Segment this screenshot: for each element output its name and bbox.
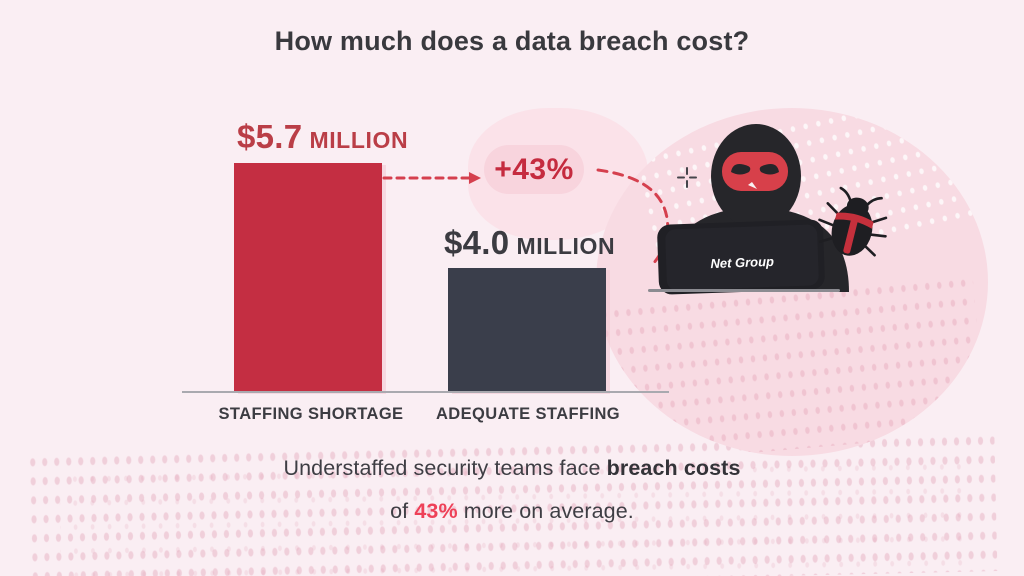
- hacker-left-eye: [731, 164, 751, 175]
- hacker-right-eye: [759, 164, 779, 175]
- x-axis-line: [182, 391, 669, 393]
- laptop-panel: [665, 224, 819, 291]
- caption-text: Understaffed security teams face: [283, 456, 607, 480]
- hacker-illustration: Net Group: [648, 124, 888, 295]
- category-label-adequate-staffing: ADEQUATE STAFFING: [435, 405, 620, 423]
- value-suffix: MILLION: [309, 127, 409, 153]
- caption-line-2: of 43% more on average.: [0, 499, 1024, 524]
- value-number: $5.7: [237, 118, 303, 155]
- circle-pink-dots-texture: [597, 272, 987, 456]
- hacker-mask: [722, 152, 788, 191]
- caption-highlight-percent: 43%: [414, 499, 458, 523]
- caption-line-1: Understaffed security teams face breach …: [0, 456, 1024, 481]
- hacker-mouth: [748, 182, 757, 189]
- value-label-adequate-staffing: $4.0 MILLION: [444, 224, 615, 262]
- caption-bold-text: breach costs: [606, 456, 741, 480]
- caption-text: of: [390, 499, 415, 523]
- value-label-staffing-shortage: $5.7 MILLION: [237, 118, 408, 156]
- laptop-label: Net Group: [710, 254, 774, 271]
- caption-text: more on average.: [457, 499, 634, 523]
- value-suffix: MILLION: [516, 233, 616, 259]
- desk-line: [648, 289, 840, 292]
- bar-adequate-staffing: [448, 268, 606, 392]
- delta-percent-badge: +43%: [484, 145, 584, 194]
- value-number: $4.0: [444, 224, 510, 261]
- category-label-staffing-shortage: STAFFING SHORTAGE: [218, 405, 404, 423]
- dashed-arrow-icon: [382, 172, 481, 184]
- page-title: How much does a data breach cost?: [274, 26, 750, 56]
- bar-staffing-shortage: [234, 163, 382, 392]
- bug-icon: [818, 186, 888, 257]
